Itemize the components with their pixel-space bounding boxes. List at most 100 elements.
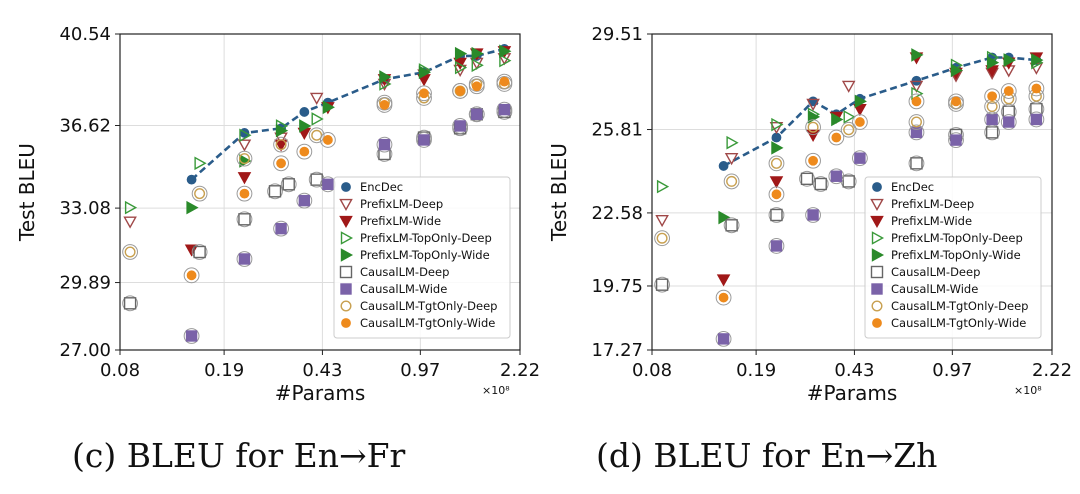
legend-marker <box>339 215 353 229</box>
data-point <box>499 53 512 68</box>
legend-entry: CausalLM-TgtOnly-Wide <box>360 316 495 330</box>
legend-entry: PrefixLM-TopOnly-Wide <box>891 248 1021 262</box>
data-point <box>854 117 865 127</box>
legend-entry: CausalLM-Deep <box>360 265 449 279</box>
data-point <box>843 124 855 136</box>
data-point <box>986 101 998 113</box>
data-point-halo <box>376 97 393 113</box>
data-point-halo <box>654 230 670 247</box>
encdec-line <box>190 47 505 181</box>
legend-box <box>864 176 1042 339</box>
data-point-halo <box>280 176 297 193</box>
data-point <box>910 116 922 128</box>
data-point-halo <box>723 217 740 234</box>
data-point <box>716 274 731 287</box>
data-point-halo <box>122 295 138 312</box>
x-tick-label: 0.19 <box>736 360 776 381</box>
data-point-halo <box>715 330 732 347</box>
data-point <box>770 157 782 169</box>
x-axis-label: #Params <box>275 381 366 405</box>
legend-marker <box>340 231 354 245</box>
data-point <box>950 63 964 78</box>
data-point <box>950 134 962 146</box>
y-tick-label: 22.58 <box>591 203 643 224</box>
data-point-halo <box>908 93 925 110</box>
x-tick-label: 0.43 <box>302 360 342 381</box>
data-point <box>455 86 466 96</box>
data-point-halo <box>236 211 253 228</box>
data-point <box>814 177 827 191</box>
data-point <box>124 200 138 215</box>
legend-entry: EncDec <box>360 180 403 194</box>
data-point-halo <box>376 136 393 153</box>
series-causallm-tgtonly-wide <box>183 73 513 284</box>
y-tick-label: 40.54 <box>59 24 111 45</box>
data-point <box>726 175 738 187</box>
data-point <box>725 219 738 232</box>
legend-marker <box>872 318 882 328</box>
data-point <box>282 178 295 191</box>
legend-entry: PrefixLM-TopOnly-Deep <box>360 231 492 245</box>
legend-entry: CausalLM-TgtOnly-Deep <box>360 299 497 313</box>
data-point-halo <box>296 143 313 160</box>
data-point <box>378 138 391 151</box>
legend: EncDec PrefixLM-Deep PrefixLM-Wide PrefixLM… <box>333 176 511 339</box>
legend: EncDec PrefixLM-Deep PrefixLM-Wide PrefixLM… <box>864 176 1042 339</box>
data-point <box>808 155 818 166</box>
data-point-halo <box>984 111 1001 128</box>
data-point-halo <box>828 168 845 185</box>
data-point <box>1003 53 1016 67</box>
legend-marker <box>341 182 351 192</box>
data-point-halo <box>1028 111 1045 128</box>
data-point <box>718 161 729 171</box>
legend-box <box>333 176 511 339</box>
data-point <box>276 158 286 169</box>
data-point <box>454 46 468 61</box>
data-point <box>769 176 784 189</box>
legend-marker <box>871 300 883 312</box>
data-point <box>471 108 483 120</box>
data-point <box>186 270 197 281</box>
y-tick-label: 25.81 <box>591 120 643 141</box>
plot-frame <box>651 33 1053 351</box>
x-exponent-label: ×10⁸ <box>482 384 510 397</box>
data-point-halo <box>805 207 821 223</box>
data-point-halo <box>908 114 925 130</box>
data-point <box>771 141 784 155</box>
legend-marker <box>340 248 354 262</box>
data-point-halo <box>768 186 785 203</box>
data-point-halo <box>768 238 785 254</box>
legend-marker <box>341 318 351 328</box>
data-point <box>854 94 867 109</box>
legend-entry: PrefixLM-TopOnly-Wide <box>360 248 490 262</box>
data-point <box>911 48 924 62</box>
legend-marker <box>871 283 883 295</box>
data-point-halo <box>828 129 845 146</box>
data-point <box>841 80 856 93</box>
legend-marker <box>340 300 352 312</box>
x-tick-label: 2.22 <box>1032 360 1072 381</box>
data-point <box>471 46 484 61</box>
data-point-halo <box>122 244 138 260</box>
data-point-halo <box>840 121 857 138</box>
data-point <box>123 297 137 310</box>
data-point <box>185 330 198 342</box>
data-point <box>186 200 199 215</box>
data-point <box>830 170 843 182</box>
data-point-halo <box>496 73 513 90</box>
data-point <box>985 126 999 139</box>
data-point-halo <box>468 78 485 95</box>
data-point <box>656 179 670 194</box>
data-point <box>807 121 819 133</box>
data-point-halo <box>296 192 313 209</box>
data-point-halo <box>267 183 283 200</box>
legend-marker <box>871 231 885 245</box>
data-point <box>275 139 287 151</box>
data-point <box>1030 113 1043 126</box>
data-point-halo <box>236 185 253 202</box>
data-point <box>237 139 252 152</box>
x-tick-label: 0.19 <box>204 360 244 381</box>
data-point-halo <box>768 155 785 172</box>
x-tick-label: 0.08 <box>632 360 672 381</box>
